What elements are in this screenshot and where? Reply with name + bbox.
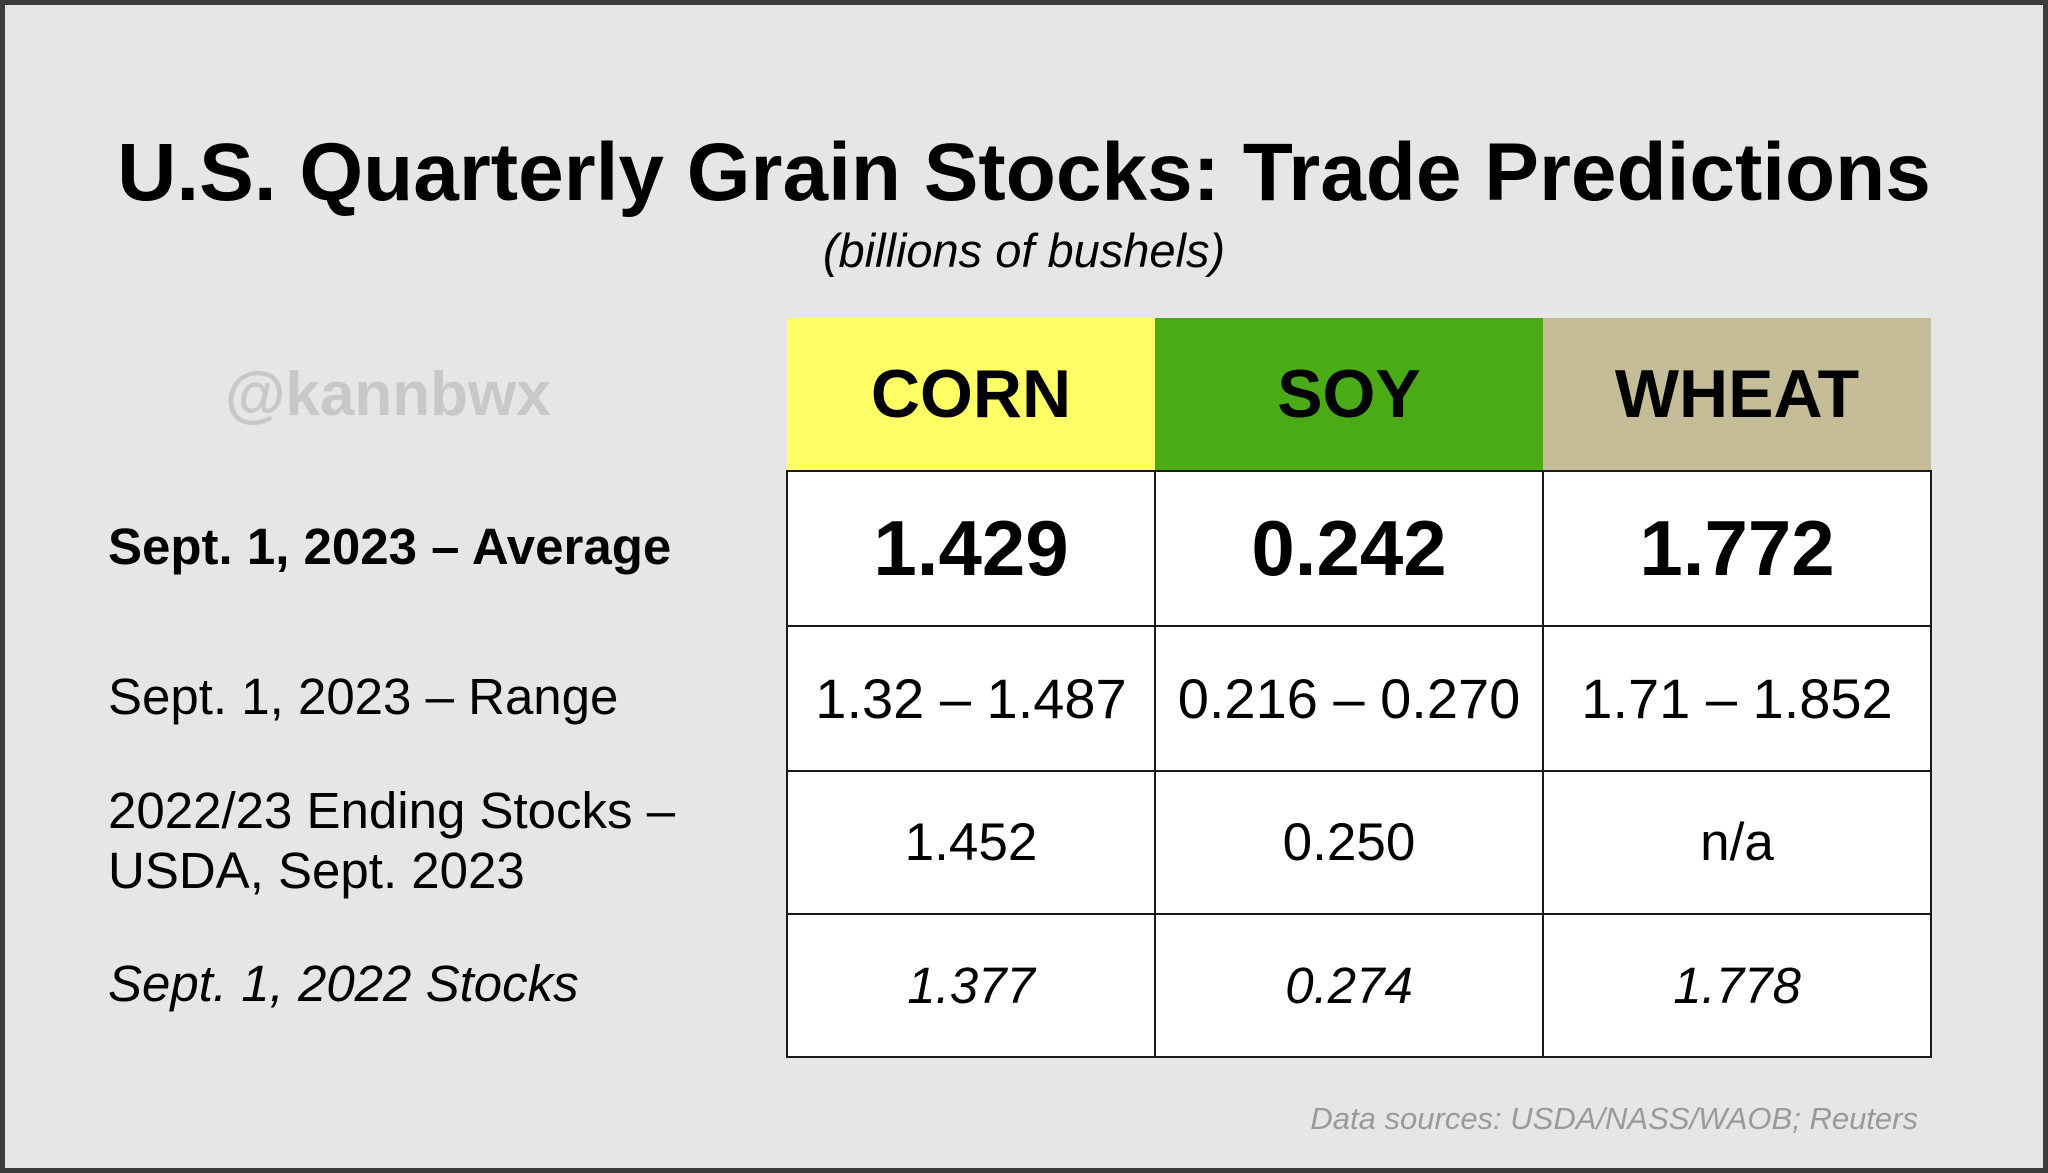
table-row-range: 1.32 – 1.487 0.216 – 0.270 1.71 – 1.852 (786, 625, 1932, 772)
cell-average-soy: 0.242 (1154, 470, 1544, 627)
table-row-prior-year: 1.377 0.274 1.778 (786, 913, 1932, 1058)
cell-range-corn: 1.32 – 1.487 (786, 625, 1156, 772)
cell-prior-soy: 0.274 (1154, 913, 1544, 1058)
cell-range-wheat: 1.71 – 1.852 (1542, 625, 1932, 772)
stocks-table: CORN SOY WHEAT 1.429 0.242 1.772 1.32 – … (786, 318, 1932, 1058)
row-label-average: Sept. 1, 2023 – Average (108, 517, 672, 575)
cell-average-corn: 1.429 (786, 470, 1156, 627)
header-corn: CORN (787, 318, 1155, 471)
chart-subtitle: (billions of bushels) (822, 224, 1226, 277)
cell-average-wheat: 1.772 (1542, 470, 1932, 627)
table-row-ending-stocks: 1.452 0.250 n/a (786, 770, 1932, 915)
table-row-average: 1.429 0.242 1.772 (786, 470, 1932, 627)
header-soy: SOY (1155, 318, 1543, 471)
data-source-note: Data sources: USDA/NASS/WAOB; Reuters (1310, 1101, 1918, 1136)
table-header-row: CORN SOY WHEAT (787, 318, 1931, 471)
cell-ending-corn: 1.452 (786, 770, 1156, 915)
cell-prior-corn: 1.377 (786, 913, 1156, 1058)
cell-ending-soy: 0.250 (1154, 770, 1544, 915)
cell-prior-wheat: 1.778 (1542, 913, 1932, 1058)
header-wheat: WHEAT (1543, 318, 1931, 471)
cell-range-soy: 0.216 – 0.270 (1154, 625, 1544, 772)
row-label-prior-year: Sept. 1, 2022 Stocks (108, 954, 579, 1012)
row-label-ending-stocks-line1: 2022/23 Ending Stocks – (108, 781, 676, 839)
watermark-handle: @kannbwx (225, 360, 551, 429)
chart-title: U.S. Quarterly Grain Stocks: Trade Predi… (117, 127, 1931, 218)
row-label-range: Sept. 1, 2023 – Range (108, 667, 619, 725)
row-label-ending-stocks-line2: USDA, Sept. 2023 (108, 841, 525, 899)
cell-ending-wheat: n/a (1542, 770, 1932, 915)
row-label-ending-stocks: 2022/23 Ending Stocks – USDA, Sept. 2023 (108, 770, 768, 911)
